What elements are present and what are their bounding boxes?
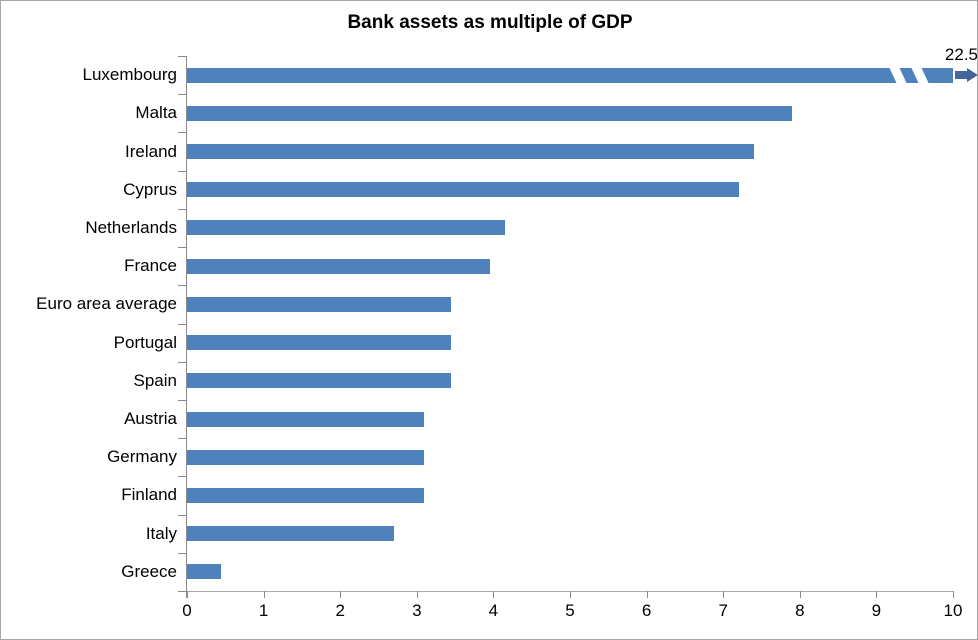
- x-axis-tick: [953, 591, 954, 598]
- x-axis-tick: [263, 591, 265, 598]
- x-axis-tick: [799, 591, 801, 598]
- x-axis-tick-label: 10: [943, 601, 963, 620]
- y-axis-tick: [178, 438, 187, 440]
- bar-netherlands: [187, 220, 505, 236]
- y-axis-tick: [178, 170, 187, 172]
- y-axis-tick: [178, 94, 187, 96]
- category-label-italy: Italy: [145, 523, 177, 543]
- category-label-ireland: Ireland: [125, 141, 177, 161]
- x-axis-tick-label: 1: [258, 601, 269, 620]
- category-label-spain: Spain: [133, 370, 177, 390]
- x-axis-tick-label: 3: [412, 601, 422, 620]
- y-axis-tick: [178, 514, 187, 516]
- x-axis-tick-label: 7: [718, 601, 728, 620]
- x-axis-tick: [416, 591, 418, 598]
- category-label-luxembourg: Luxembourg: [82, 65, 177, 85]
- bar-ireland: [187, 144, 754, 160]
- category-label-cyprus: Cyprus: [123, 179, 177, 199]
- category-label-france: France: [124, 256, 177, 276]
- x-axis-tick: [876, 591, 878, 598]
- bar-spain: [187, 373, 452, 389]
- bar-greece: [187, 564, 222, 580]
- bar-luxembourg: [187, 65, 953, 85]
- y-axis-tick: [178, 247, 187, 249]
- bar-austria: [187, 411, 425, 427]
- x-axis-tick: [646, 591, 648, 598]
- y-axis-tick: [178, 208, 187, 210]
- continuation-arrow-icon: [955, 71, 967, 80]
- x-axis-tick-label: 5: [565, 601, 575, 620]
- x-axis-tick: [187, 591, 188, 598]
- bar-malta: [187, 105, 793, 121]
- bar-germany: [187, 449, 425, 465]
- break-value-label: 22.5: [944, 45, 978, 64]
- y-axis-tick: [178, 476, 187, 478]
- bar-finland: [187, 487, 425, 503]
- continuation-arrow-head-icon: [967, 68, 977, 83]
- y-axis-tick: [178, 399, 187, 401]
- bar-france: [187, 258, 490, 274]
- chart-title: Bank assets as multiple of GDP: [347, 12, 633, 33]
- x-axis-tick: [340, 591, 342, 598]
- y-axis-tick: [178, 552, 187, 554]
- x-axis-tick-label: 2: [335, 601, 345, 620]
- x-axis-tick-label: 6: [641, 601, 652, 620]
- x-axis-tick-label: 8: [795, 601, 805, 620]
- category-label-germany: Germany: [107, 447, 177, 467]
- category-label-greece: Greece: [121, 561, 177, 581]
- x-axis-tick: [723, 591, 725, 598]
- y-axis-tick: [178, 132, 187, 134]
- x-axis-tick-label: 0: [182, 601, 192, 620]
- category-label-netherlands: Netherlands: [85, 217, 177, 237]
- category-label-finland: Finland: [121, 485, 177, 505]
- category-label-malta: Malta: [135, 103, 177, 123]
- x-axis-tick-label: 4: [488, 601, 499, 620]
- x-axis-tick-label: 9: [871, 601, 882, 620]
- category-label-austria: Austria: [124, 409, 177, 429]
- x-axis-tick: [570, 591, 571, 598]
- y-axis-tick: [178, 361, 187, 363]
- y-axis-tick: [178, 591, 187, 592]
- axis-break-mark: [910, 65, 930, 85]
- bar-portugal: [187, 335, 452, 351]
- y-axis-line: [186, 56, 187, 598]
- x-axis-tick: [493, 591, 495, 598]
- bar-cyprus: [187, 182, 739, 198]
- bar-euro-area-average: [187, 296, 452, 312]
- y-axis-tick: [178, 285, 187, 287]
- y-axis-tick: [178, 323, 187, 325]
- category-label-portugal: Portugal: [113, 332, 177, 352]
- category-label-euro-area-average: Euro area average: [36, 294, 177, 314]
- bar-italy: [187, 526, 394, 542]
- axis-break-mark: [888, 65, 908, 85]
- y-axis-tick: [178, 56, 187, 57]
